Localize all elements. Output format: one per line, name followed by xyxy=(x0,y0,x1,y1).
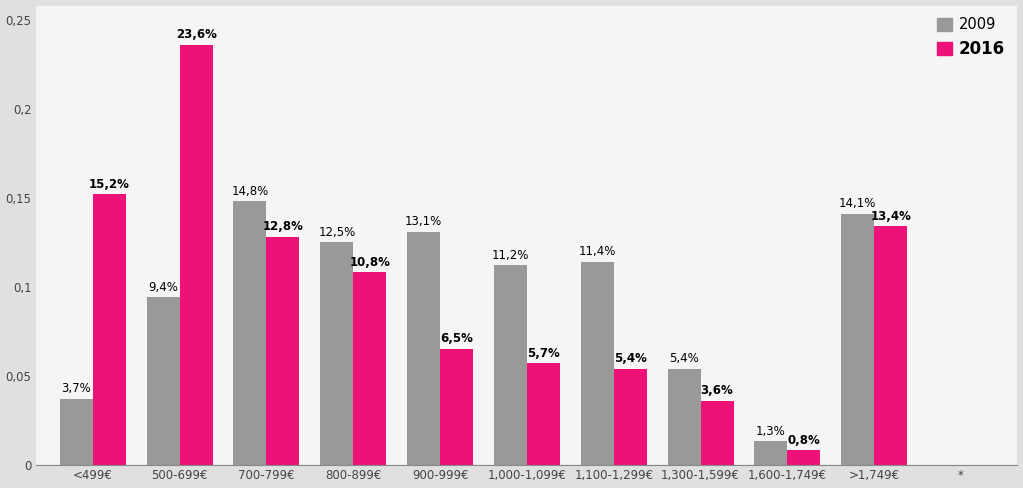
Bar xyxy=(527,363,560,465)
Text: 14,1%: 14,1% xyxy=(839,197,877,210)
Bar xyxy=(146,297,180,465)
Bar xyxy=(320,242,353,465)
Text: 13,4%: 13,4% xyxy=(871,210,911,223)
Text: 0,8%: 0,8% xyxy=(788,434,820,447)
Text: 9,4%: 9,4% xyxy=(148,281,178,294)
Bar xyxy=(841,214,875,465)
Bar xyxy=(266,237,300,465)
Bar xyxy=(788,450,820,465)
Text: 14,8%: 14,8% xyxy=(231,184,269,198)
Bar xyxy=(581,262,614,465)
Bar xyxy=(180,45,213,465)
Bar xyxy=(353,272,387,465)
Bar xyxy=(614,368,647,465)
Text: 12,5%: 12,5% xyxy=(318,225,355,239)
Bar xyxy=(407,231,440,465)
Text: 11,2%: 11,2% xyxy=(492,249,529,262)
Bar xyxy=(668,368,701,465)
Text: 13,1%: 13,1% xyxy=(405,215,442,228)
Bar xyxy=(875,226,907,465)
Text: 3,7%: 3,7% xyxy=(61,382,91,395)
Text: 1,3%: 1,3% xyxy=(756,425,786,438)
Text: 5,7%: 5,7% xyxy=(527,346,560,360)
Bar xyxy=(60,399,93,465)
Bar xyxy=(701,401,733,465)
Text: 3,6%: 3,6% xyxy=(701,384,733,397)
Text: 10,8%: 10,8% xyxy=(350,256,390,269)
Text: 6,5%: 6,5% xyxy=(440,332,473,346)
Text: 23,6%: 23,6% xyxy=(176,28,217,41)
Legend: 2009, 2016: 2009, 2016 xyxy=(937,18,1006,58)
Text: 15,2%: 15,2% xyxy=(89,178,130,191)
Text: 5,4%: 5,4% xyxy=(614,352,647,365)
Bar xyxy=(440,349,473,465)
Bar xyxy=(754,442,788,465)
Bar xyxy=(494,265,527,465)
Text: 12,8%: 12,8% xyxy=(263,220,304,233)
Text: 11,4%: 11,4% xyxy=(579,245,616,258)
Bar xyxy=(233,201,266,465)
Bar xyxy=(93,194,126,465)
Text: 5,4%: 5,4% xyxy=(669,352,699,365)
